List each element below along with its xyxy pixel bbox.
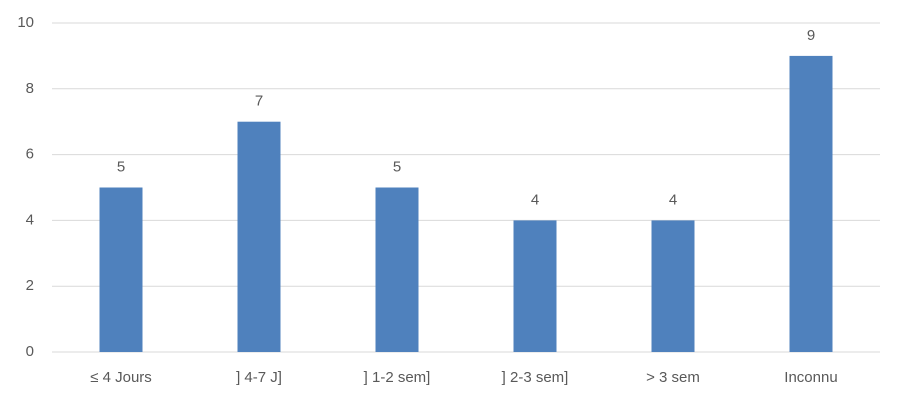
x-tick-label: ] 2-3 sem]	[502, 369, 569, 386]
data-label: 5	[117, 158, 125, 175]
x-tick-label: Inconnu	[784, 369, 837, 386]
y-tick-label: 6	[26, 146, 34, 163]
data-label: 4	[531, 191, 539, 208]
x-tick-label: ] 1-2 sem]	[364, 369, 431, 386]
data-label: 9	[807, 27, 815, 44]
data-label: 5	[393, 158, 401, 175]
x-tick-label: ≤ 4 Jours	[90, 369, 152, 386]
x-tick-label: ] 4-7 J]	[236, 369, 282, 386]
y-tick-label: 10	[17, 14, 34, 31]
y-tick-label: 8	[26, 80, 34, 97]
bar	[375, 187, 419, 352]
bar	[651, 220, 695, 352]
bar	[513, 220, 557, 352]
y-tick-label: 2	[26, 277, 34, 294]
x-tick-label: > 3 sem	[646, 369, 700, 386]
data-label: 7	[255, 93, 263, 110]
y-tick-label: 4	[26, 211, 34, 228]
bar	[789, 55, 833, 353]
bar	[237, 121, 281, 352]
data-label: 4	[669, 191, 677, 208]
y-tick-label: 0	[26, 343, 34, 360]
bar	[99, 187, 143, 352]
